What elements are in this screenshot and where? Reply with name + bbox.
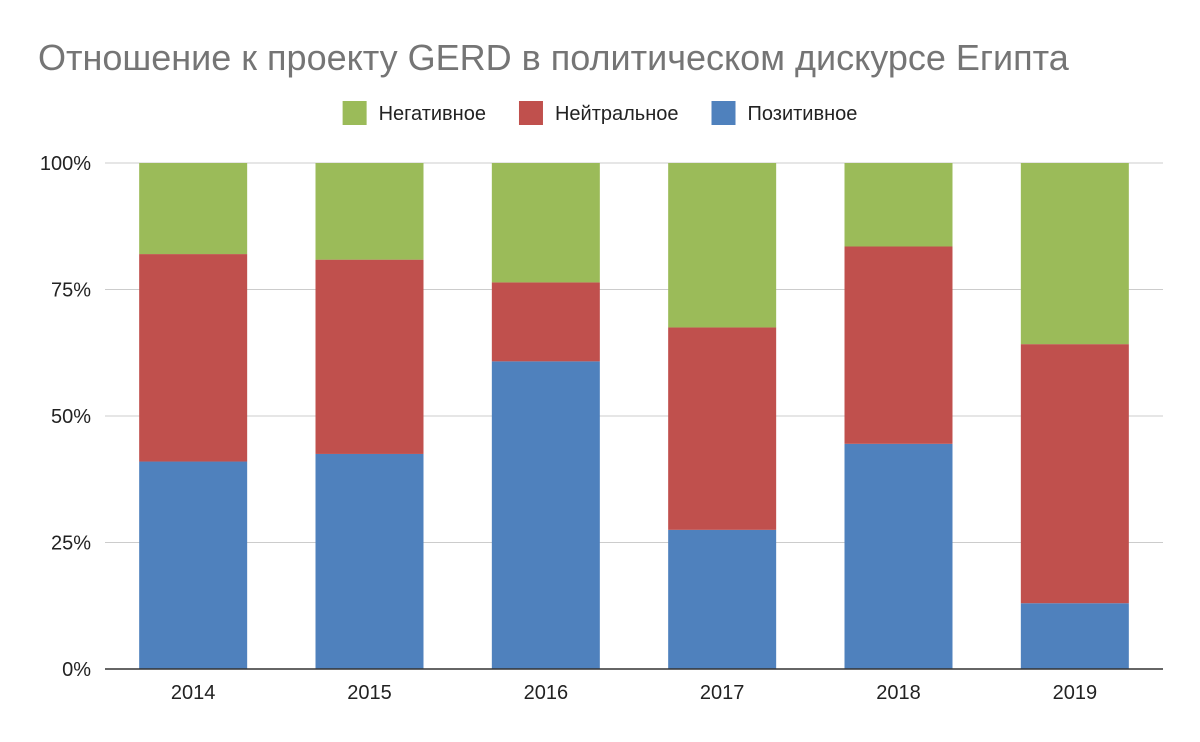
legend-swatch [342, 101, 367, 125]
legend-item: Негативное [342, 101, 486, 125]
bar-segment-Позитивное-2014 [139, 461, 248, 669]
bar-segment-Негативное-2018 [844, 163, 953, 247]
legend-swatch [711, 101, 736, 125]
legend-item: Нейтральное [518, 101, 679, 125]
bar-segment-Нейтральное-2014 [139, 254, 248, 462]
bar-segment-Нейтральное-2018 [844, 246, 953, 444]
bar-segment-Позитивное-2016 [491, 361, 600, 669]
x-tick-label: 2018 [876, 682, 921, 704]
bar-segment-Нейтральное-2016 [491, 282, 600, 362]
bar-segment-Нейтральное-2015 [315, 259, 424, 454]
legend-item: Позитивное [711, 101, 858, 125]
bars [139, 163, 1129, 669]
legend: Негативное Нейтральное Позитивное [342, 101, 858, 125]
bar-segment-Позитивное-2015 [315, 453, 424, 669]
x-tick-label: 2014 [171, 682, 216, 704]
y-tick-label: 100% [40, 153, 91, 175]
bar-segment-Негативное-2016 [491, 163, 600, 283]
bar-segment-Негативное-2017 [668, 163, 777, 328]
axes: 0% 25% 50% 75% 100% 2014 2015 2016 2017 2018 2019 [40, 153, 1163, 704]
x-tick-label: 2017 [700, 682, 745, 704]
bar-segment-Нейтральное-2019 [1020, 344, 1129, 604]
y-tick-label: 75% [51, 280, 91, 302]
bar-segment-Позитивное-2017 [668, 529, 777, 669]
bar-segment-Негативное-2014 [139, 163, 248, 255]
bar-segment-Позитивное-2019 [1020, 603, 1129, 669]
legend-label: Негативное [379, 103, 486, 125]
bar-segment-Нейтральное-2017 [668, 327, 777, 530]
legend-label: Позитивное [748, 103, 858, 125]
bar-segment-Позитивное-2018 [844, 443, 953, 669]
legend-label: Нейтральное [555, 103, 679, 125]
x-tick-label: 2015 [347, 682, 392, 704]
gridlines [105, 162, 1163, 543]
chart-title: Отношение к проекту GERD в политическом … [38, 37, 1070, 78]
legend-swatch [518, 101, 543, 125]
y-tick-label: 25% [51, 533, 91, 555]
y-tick-label: 50% [51, 406, 91, 428]
y-tick-label: 0% [62, 659, 91, 681]
bar-segment-Негативное-2015 [315, 163, 424, 260]
x-tick-label: 2019 [1053, 682, 1098, 704]
x-tick-label: 2016 [524, 682, 569, 704]
bar-segment-Негативное-2019 [1020, 163, 1129, 345]
